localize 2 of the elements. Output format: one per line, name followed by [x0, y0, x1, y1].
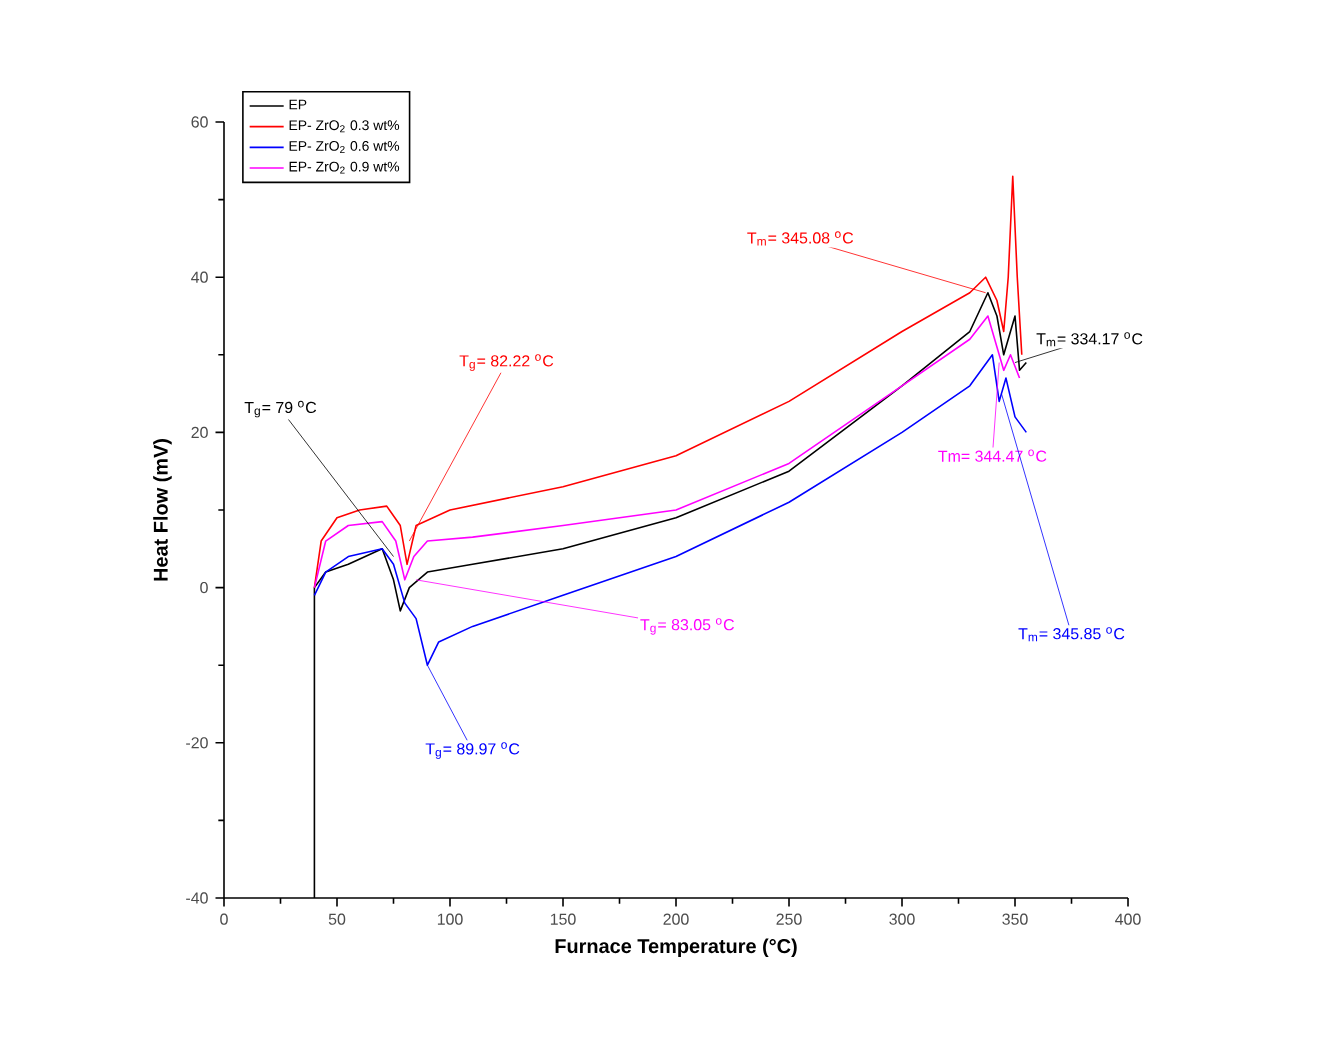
x-axis-title: Furnace Temperature (°C) [555, 938, 797, 958]
y-axis-title: Heat Flow (mV) [153, 439, 172, 581]
